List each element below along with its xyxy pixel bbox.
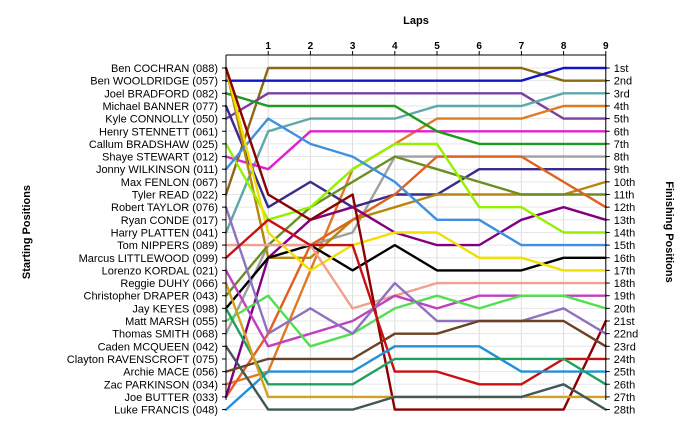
series-line (224, 345, 607, 411)
driver-label: Ben WOOLDRIDGE (057) (90, 76, 218, 88)
series-line (224, 66, 607, 82)
driver-label: Kyle CONNOLLY (050) (105, 114, 218, 126)
driver-label: Michael BANNER (077) (102, 101, 218, 113)
series-line (224, 66, 607, 411)
lap-tick-label: 9 (603, 41, 609, 52)
series-line (224, 243, 607, 310)
series-line (224, 243, 607, 310)
driver-label: Harry PLATTEN (041) (111, 227, 218, 239)
y-axis-left-title: Starting Positions (21, 185, 33, 279)
series-line (224, 92, 607, 146)
finishing-position-label: 15th (614, 240, 635, 252)
series-line (224, 117, 607, 247)
series-line (224, 319, 607, 373)
series-line (224, 66, 607, 272)
series-line (224, 205, 607, 399)
driver-label: Luke FRANCIS (048) (114, 405, 218, 417)
finishing-position-label: 24th (614, 354, 635, 366)
driver-label: Zac PARKINSON (034) (104, 379, 218, 391)
finishing-position-label: 5th (614, 114, 629, 126)
finishing-position-label: 11th (614, 190, 635, 202)
series-line (224, 155, 607, 399)
driver-label: Archie MACE (056) (123, 367, 218, 379)
driver-label: Lorenzo KORDAL (021) (102, 265, 218, 277)
driver-label: Clayton RAVENSCROFT (075) (67, 354, 218, 366)
driver-label: Ben COCHRAN (088) (111, 63, 218, 75)
driver-label: Joel BRADFORD (082) (104, 88, 218, 100)
driver-label: Robert TAYLOR (076) (111, 202, 218, 214)
finishing-position-label: 3rd (614, 88, 630, 100)
driver-label: Marcus LITTLEWOOD (099) (79, 253, 218, 265)
finishing-position-label: 23rd (614, 341, 636, 353)
driver-label: Matt MARSH (055) (125, 316, 218, 328)
finishing-position-label: 8th (614, 152, 629, 164)
finishing-position-label: 2nd (614, 76, 632, 88)
lap-tick-label: 2 (308, 41, 314, 52)
finishing-position-label: 1st (614, 63, 629, 75)
lap-tick-label: 3 (350, 41, 356, 52)
series-line (224, 92, 607, 234)
series-line (224, 92, 607, 120)
series-line (224, 345, 607, 411)
driver-label: Henry STENNETT (061) (99, 126, 218, 138)
finishing-position-label: 27th (614, 392, 635, 404)
lap-tick-label: 8 (561, 41, 567, 52)
finishing-position-label: 22nd (614, 329, 638, 341)
finishing-position-label: 19th (614, 291, 635, 303)
lap-tick-label: 1 (265, 41, 271, 52)
driver-label: Tom NIPPERS (089) (117, 240, 218, 252)
series-line (224, 205, 607, 335)
finishing-position-label: 10th (614, 177, 635, 189)
finishing-position-label: 25th (614, 367, 635, 379)
lap-tick-label: 4 (392, 41, 398, 52)
driver-label: Ryan CONDE (017) (121, 215, 218, 227)
series-layer (224, 66, 607, 411)
starting-position-labels: Ben COCHRAN (088)Ben WOOLDRIDGE (057)Joe… (67, 63, 218, 417)
driver-label: Tyler READ (022) (132, 190, 218, 202)
driver-label: Christopher DRAPER (043) (84, 291, 219, 303)
finishing-position-labels: 1st2nd3rd4th5th6th7th8th9th10th11th12th1… (614, 63, 638, 417)
axis-layer (222, 51, 610, 411)
driver-label: Shaye STEWART (012) (102, 152, 218, 164)
lap-tick-labels: 1 2 3 4 5 6 7 8 9 (265, 41, 609, 52)
driver-label: Max FENLON (067) (121, 177, 218, 189)
driver-label: Callum BRADSHAW (025) (89, 139, 218, 151)
lap-tick-label: 6 (476, 41, 482, 52)
finishing-position-label: 17th (614, 265, 635, 277)
finishing-position-label: 12th (614, 202, 635, 214)
finishing-position-label: 9th (614, 164, 629, 176)
y-axis-right-title: Finishing Positions (663, 181, 675, 282)
driver-label: Joe BUTTER (033) (124, 392, 218, 404)
finishing-position-label: 21st (614, 316, 635, 328)
finishing-position-label: 28th (614, 405, 635, 417)
lap-tick-label: 7 (519, 41, 525, 52)
driver-label: Caden MCQUEEN (042) (98, 341, 218, 353)
driver-label: Thomas SMITH (068) (112, 329, 218, 341)
finishing-position-label: 26th (614, 379, 635, 391)
lap-tick-label: 5 (434, 41, 440, 52)
finishing-position-label: 16th (614, 253, 635, 265)
driver-label: Jonny WILKINSON (011) (96, 164, 218, 176)
finishing-position-label: 7th (614, 139, 629, 151)
series-line (224, 130, 607, 171)
series-line (224, 155, 607, 297)
finishing-position-label: 13th (614, 215, 635, 227)
driver-label: Reggie DUHY (066) (120, 278, 218, 290)
series-line (224, 142, 607, 234)
driver-label: Jay KEYES (098) (132, 303, 218, 315)
finishing-position-label: 20th (614, 303, 635, 315)
finishing-position-label: 14th (614, 227, 635, 239)
finishing-position-label: 4th (614, 101, 629, 113)
finishing-position-label: 6th (614, 126, 629, 138)
finishing-position-label: 18th (614, 278, 635, 290)
x-axis-title: Laps (403, 15, 429, 27)
series-line (224, 307, 607, 386)
